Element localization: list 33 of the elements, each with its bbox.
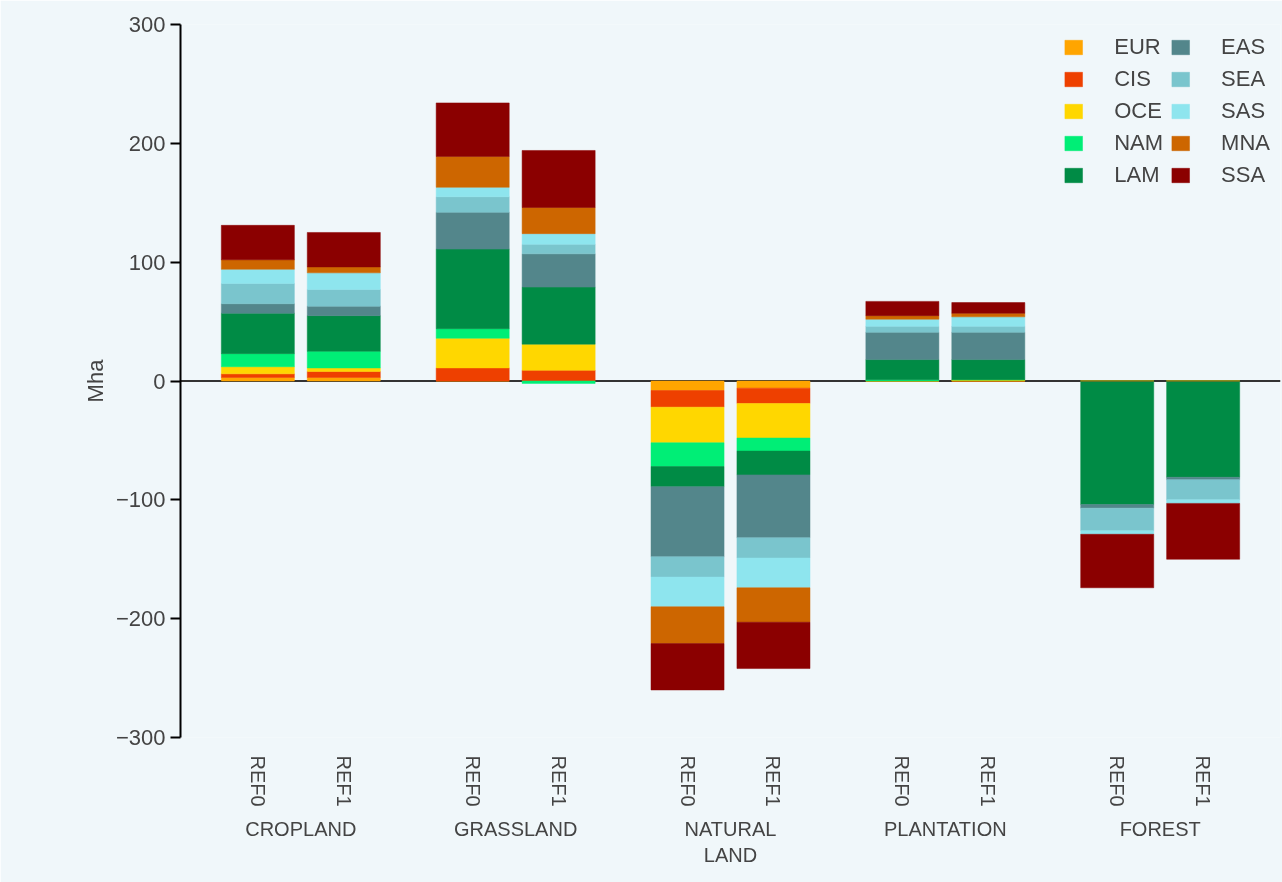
y-axis-title: Mha [82, 358, 108, 403]
legend-label: SAS [1221, 98, 1266, 124]
legend-label: SSA [1221, 162, 1266, 188]
x-tick-label: REF1 [977, 755, 1000, 807]
y-tick-label: −200 [115, 606, 166, 632]
legend-label: OCE [1114, 98, 1162, 124]
text: CROPLAND [245, 817, 357, 840]
y-tick-label: 100 [128, 249, 166, 275]
y-tick-label: 200 [128, 130, 166, 156]
legend-label: MNA [1221, 130, 1270, 156]
x-tick-label: REF0 [1106, 755, 1129, 807]
y-tick-label: −100 [115, 487, 166, 513]
legend-label: LAM [1114, 162, 1160, 188]
legend-label: EAS [1221, 34, 1266, 60]
legend-label: NAM [1114, 130, 1164, 156]
x-tick-label: REF0 [891, 755, 914, 807]
text: PLANTATION [884, 817, 1007, 840]
x-tick-label: REF1 [332, 755, 355, 807]
y-tick-label: 300 [128, 12, 166, 37]
x-tick-label: REF0 [461, 755, 484, 807]
legend-label: CIS [1114, 66, 1151, 92]
text: NATURAL LAND [684, 817, 777, 866]
x-tick-label: REF0 [676, 755, 699, 807]
x-tick-label: REF1 [762, 755, 785, 807]
text: FOREST [1119, 817, 1201, 840]
x-tick-label: REF1 [1192, 755, 1215, 807]
text: GRASSLAND [453, 817, 578, 840]
legend-label: SEA [1221, 66, 1266, 92]
y-tick-label: −300 [115, 725, 166, 750]
x-tick-label: REF0 [246, 755, 269, 807]
legend-label: EUR [1114, 34, 1161, 60]
y-tick-label: 0 [153, 368, 166, 394]
x-tick-label: REF1 [547, 755, 570, 807]
